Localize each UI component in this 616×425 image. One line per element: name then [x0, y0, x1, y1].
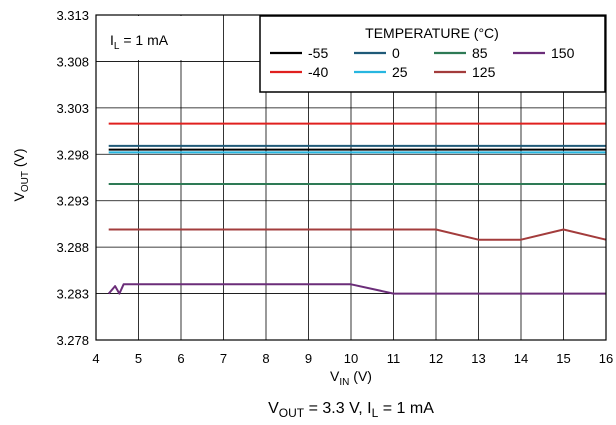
y-axis-label: VOUT (V) — [11, 148, 31, 201]
legend-title: TEMPERATURE (°C) — [365, 25, 499, 41]
x-tick-labels: 4 5 6 7 8 9 10 11 12 13 14 15 16 — [92, 351, 613, 366]
legend-item: 0 — [354, 45, 400, 61]
legend-item: 25 — [354, 64, 408, 80]
plot-frame — [95, 14, 607, 341]
y-tick-label: 3.298 — [56, 147, 89, 162]
y-tick-label: 3.303 — [56, 101, 89, 116]
x-tick-label: 14 — [514, 351, 528, 366]
legend-item: 85 — [434, 45, 488, 61]
legend-label: 25 — [392, 64, 408, 80]
legend-label: 150 — [551, 45, 575, 61]
legend-label: -55 — [308, 45, 328, 61]
x-tick-label: 15 — [556, 351, 570, 366]
legend-item: 150 — [513, 45, 575, 61]
x-tick-label: 7 — [220, 351, 227, 366]
x-tick-label: 9 — [305, 351, 312, 366]
y-tick-label: 3.283 — [56, 287, 89, 302]
y-tick-label: 3.313 — [56, 8, 89, 23]
x-tick-label: 4 — [92, 351, 99, 366]
y-tick-label: 3.288 — [56, 240, 89, 255]
legend-item: -55 — [270, 45, 328, 61]
x-tick-label: 10 — [344, 351, 358, 366]
series-line-150 — [107, 283, 606, 295]
x-tick-label: 11 — [387, 351, 401, 366]
y-tick-label: 3.293 — [56, 194, 89, 209]
x-axis-label: VIN (V) — [330, 368, 372, 388]
legend-item: 125 — [434, 64, 496, 80]
legend-label: 85 — [472, 45, 488, 61]
legend-item: -40 — [270, 64, 328, 80]
load-current-annotation: IL = 1 mA — [97, 16, 223, 60]
chart-caption: VOUT = 3.3 V, IL = 1 mA — [268, 400, 434, 420]
series-lines — [107, 122, 607, 295]
legend-box — [259, 15, 606, 93]
series-line-125 — [108, 228, 607, 241]
annotation-text: IL = 1 mA — [110, 32, 169, 52]
x-tick-label: 6 — [177, 351, 184, 366]
x-tick-label: 16 — [599, 351, 613, 366]
x-tick-label: 5 — [135, 351, 142, 366]
x-tick-label: 13 — [471, 351, 485, 366]
y-tick-labels: 3.278 3.283 3.288 3.293 3.298 3.303 3.308 3.313 — [56, 8, 89, 348]
legend-label: 125 — [472, 64, 496, 80]
legend: TEMPERATURE (°C) -55 -40 0 25 85 125 150 — [259, 15, 606, 93]
y-tick-label: 3.308 — [56, 54, 89, 69]
y-tick-label: 3.278 — [56, 333, 89, 348]
legend-label: 0 — [392, 45, 400, 61]
x-tick-label: 8 — [262, 351, 269, 366]
x-tick-label: 12 — [429, 351, 443, 366]
legend-label: -40 — [308, 64, 328, 80]
